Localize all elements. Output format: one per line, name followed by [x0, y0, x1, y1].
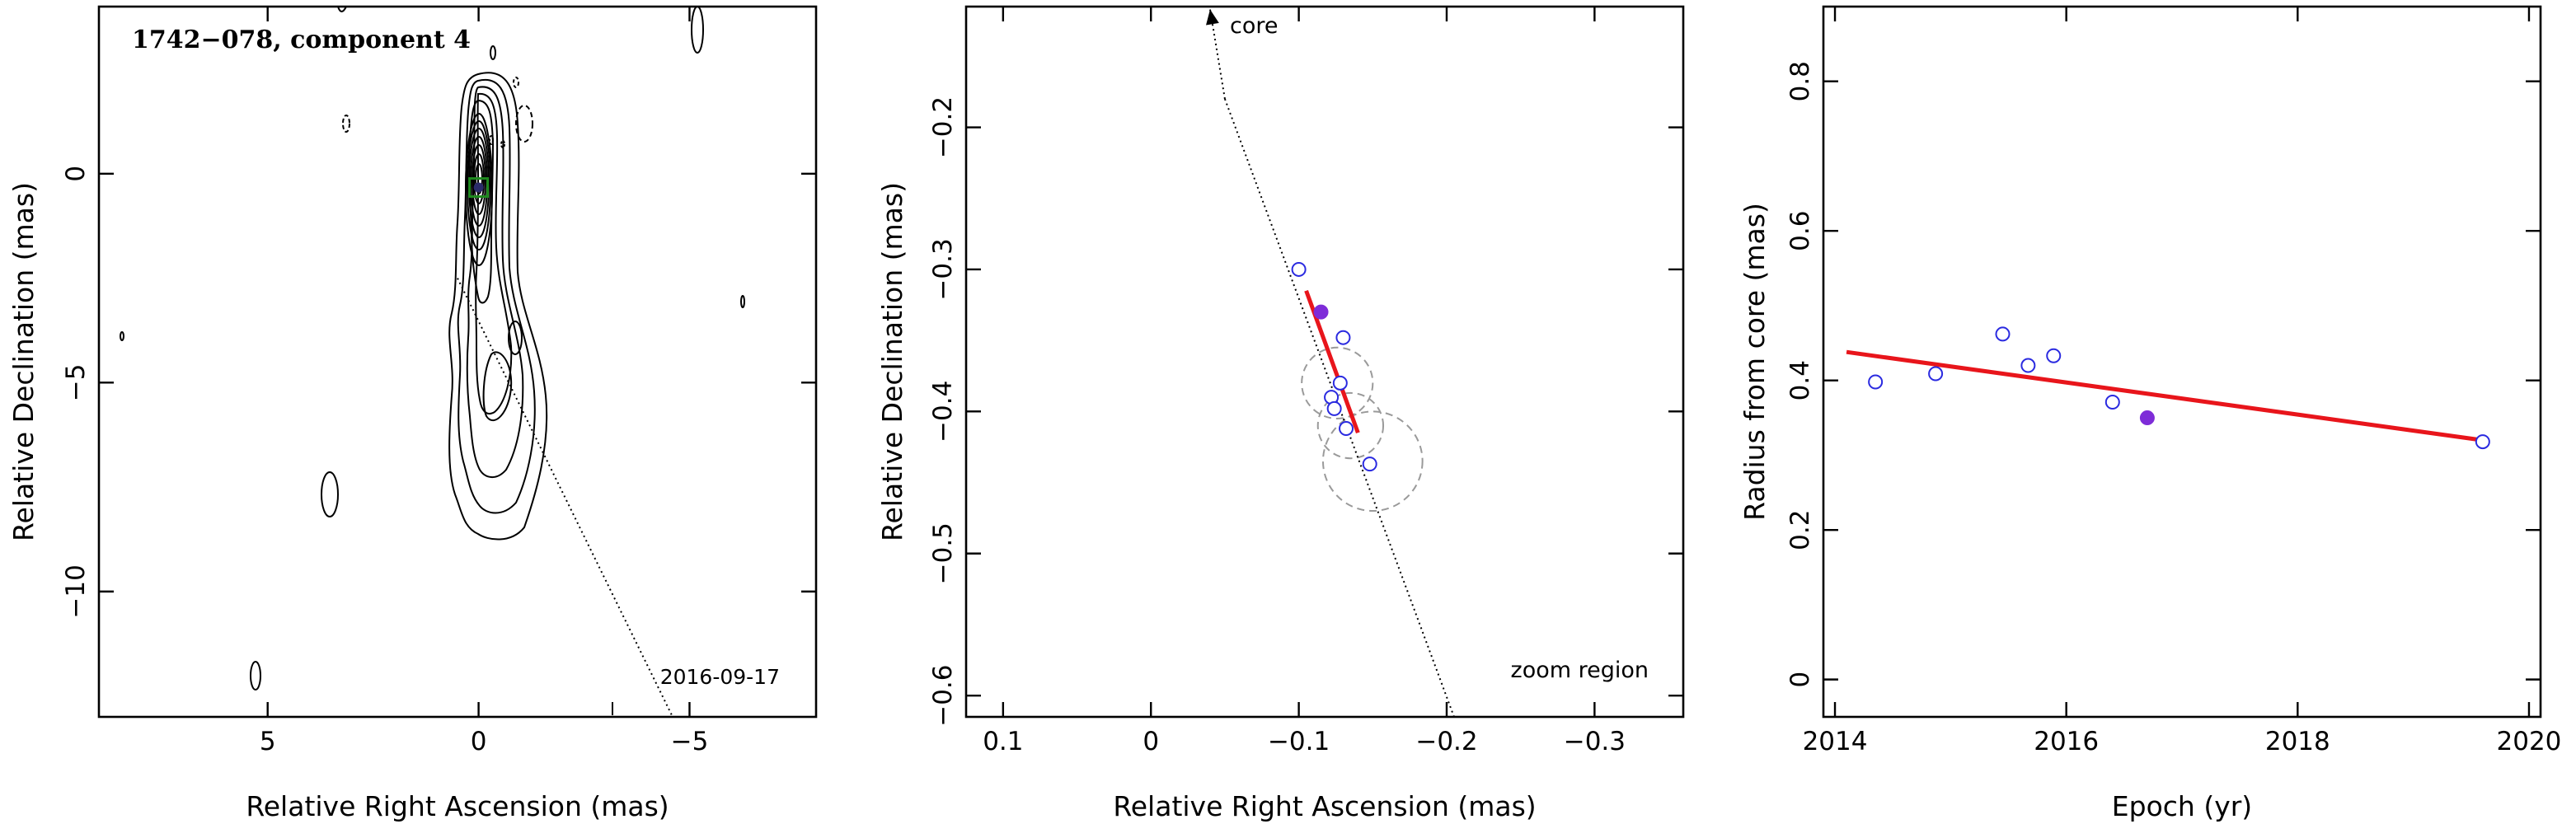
radius-y-tick-label: 0.2	[1785, 510, 1815, 550]
zoom-x-tick-label: 0.1	[983, 727, 1023, 756]
zoom-x-tick-label: −0.1	[1268, 727, 1330, 756]
error-circle	[1321, 410, 1424, 513]
zoom-y-tick-label: −0.4	[928, 381, 958, 442]
zoom-axis-ticks: 0.1 0 −0.1 −0.2 −0.3 −0.2 −0.3 −0.4 −0.5 −0.6	[928, 7, 1683, 756]
radius-x-tick-label: 2018	[2265, 727, 2330, 756]
zoom-panel-frame	[964, 5, 1685, 719]
open-point	[2475, 434, 2490, 450]
error-circle	[1301, 346, 1374, 419]
contour-level-1	[448, 72, 548, 541]
filled-point	[2139, 410, 2155, 426]
radius-y-tick-label: 0	[1785, 672, 1815, 688]
open-point	[1362, 456, 1377, 472]
open-point	[2046, 348, 2062, 363]
radius-plot-area	[1846, 326, 2490, 450]
zoom-y-tick-label: −0.3	[928, 238, 958, 300]
zoom-y-tick-label: −0.5	[928, 522, 958, 584]
negative-contour	[500, 140, 505, 148]
radius-x-tick-label: 2016	[2034, 727, 2099, 756]
radius-x-tick-label: 2014	[1803, 727, 1868, 756]
radius-y-axis-label: Radius from core (mas)	[1738, 203, 1771, 521]
contour-y-tick-label: 0	[61, 166, 91, 182]
contour-level-2	[457, 78, 536, 514]
open-point	[1995, 326, 2011, 342]
radius-axis-ticks: 2014 2016 2018 2020 0 0.2 0.4 0.6 0.8	[1785, 7, 2561, 756]
jet-lobe-contour	[482, 351, 513, 422]
source-contours	[448, 72, 548, 541]
track-line	[1223, 98, 1455, 718]
noise-contour	[337, 6, 347, 12]
contour-level-4	[475, 92, 513, 415]
radius-y-tick-label: 0.8	[1785, 61, 1815, 101]
radius-panel: 2014 2016 2018 2020 0 0.2 0.4 0.6 0.8 Epoch (yr)…	[1738, 5, 2561, 822]
contour-level-7	[467, 120, 491, 250]
zoom-x-tick-label: 0	[1143, 727, 1159, 756]
contour-x-tick-label: 5	[260, 727, 276, 756]
filled-dot-icon	[473, 182, 484, 193]
open-point	[1335, 330, 1351, 345]
core-arrow-shaft	[1208, 9, 1226, 100]
green-box-icon	[468, 177, 490, 199]
open-point	[2104, 394, 2120, 410]
noise-contour	[321, 471, 339, 517]
noise-contour	[740, 295, 745, 308]
noise-contour	[490, 45, 496, 60]
fit-line	[1846, 349, 2484, 442]
noise-contours	[120, 6, 745, 715]
zoom-x-axis-label: Relative Right Ascension (mas)	[1113, 790, 1536, 822]
zoom-x-tick-label: −0.3	[1564, 727, 1626, 756]
contour-panel-frame	[97, 5, 818, 719]
negative-contour	[515, 105, 533, 143]
jet-track-line	[457, 278, 673, 718]
noise-contour	[120, 331, 124, 341]
contour-y-tick-label: −10	[61, 564, 91, 618]
contour-title: 1742−078, component 4	[132, 26, 471, 54]
contour-epoch-label: 2016-09-17	[660, 665, 780, 689]
zoom-y-axis-label: Relative Declination (mas)	[876, 182, 908, 541]
core-label: core	[1230, 13, 1278, 39]
contour-plot-area	[120, 6, 745, 718]
noise-contour	[691, 6, 704, 54]
contour-x-axis-label: Relative Right Ascension (mas)	[246, 790, 669, 822]
open-point	[1339, 421, 1354, 437]
filled-point	[1313, 304, 1329, 320]
open-point	[1868, 374, 1884, 390]
open-point	[1332, 375, 1348, 391]
contour-x-tick-label: −5	[671, 727, 709, 756]
open-point	[1326, 400, 1342, 416]
radius-y-tick-label: 0.4	[1785, 360, 1815, 400]
zoom-x-tick-label: −0.2	[1415, 727, 1477, 756]
negative-contour	[489, 135, 494, 145]
contour-x-tick-label: 0	[471, 727, 487, 756]
open-point	[1928, 366, 1944, 382]
noise-contour	[250, 661, 261, 691]
negative-contour	[342, 115, 350, 133]
zoom-region-label: zoom region	[1511, 658, 1649, 683]
zoom-y-tick-label: −0.6	[928, 664, 958, 726]
contour-y-tick-label: −5	[61, 364, 91, 402]
radius-x-axis-label: Epoch (yr)	[2112, 790, 2252, 822]
contour-level-6	[465, 113, 493, 266]
radius-panel-frame	[1822, 5, 2542, 719]
negative-contour	[513, 77, 519, 88]
open-point	[2020, 358, 2036, 373]
jet-hole-contour	[508, 321, 523, 355]
error-circle	[1316, 391, 1385, 460]
contour-y-axis-label: Relative Declination (mas)	[7, 182, 40, 541]
contour-panel: 5 0 −5 0 −5 −10 1742−078, component 4 2016-09…	[7, 5, 818, 822]
radius-y-tick-label: 0.6	[1785, 211, 1815, 251]
zoom-panel: 0.1 0 −0.1 −0.2 −0.3 −0.2 −0.3 −0.4 −0.5 −0.6 cor…	[876, 5, 1685, 822]
zoom-y-tick-label: −0.2	[928, 96, 958, 158]
core-arrow-head	[1206, 9, 1219, 26]
zoom-plot-area	[1206, 9, 1455, 718]
open-point	[1291, 261, 1307, 277]
contour-axis-ticks: 5 0 −5 0 −5 −10	[61, 7, 816, 756]
radius-x-tick-label: 2020	[2497, 727, 2562, 756]
